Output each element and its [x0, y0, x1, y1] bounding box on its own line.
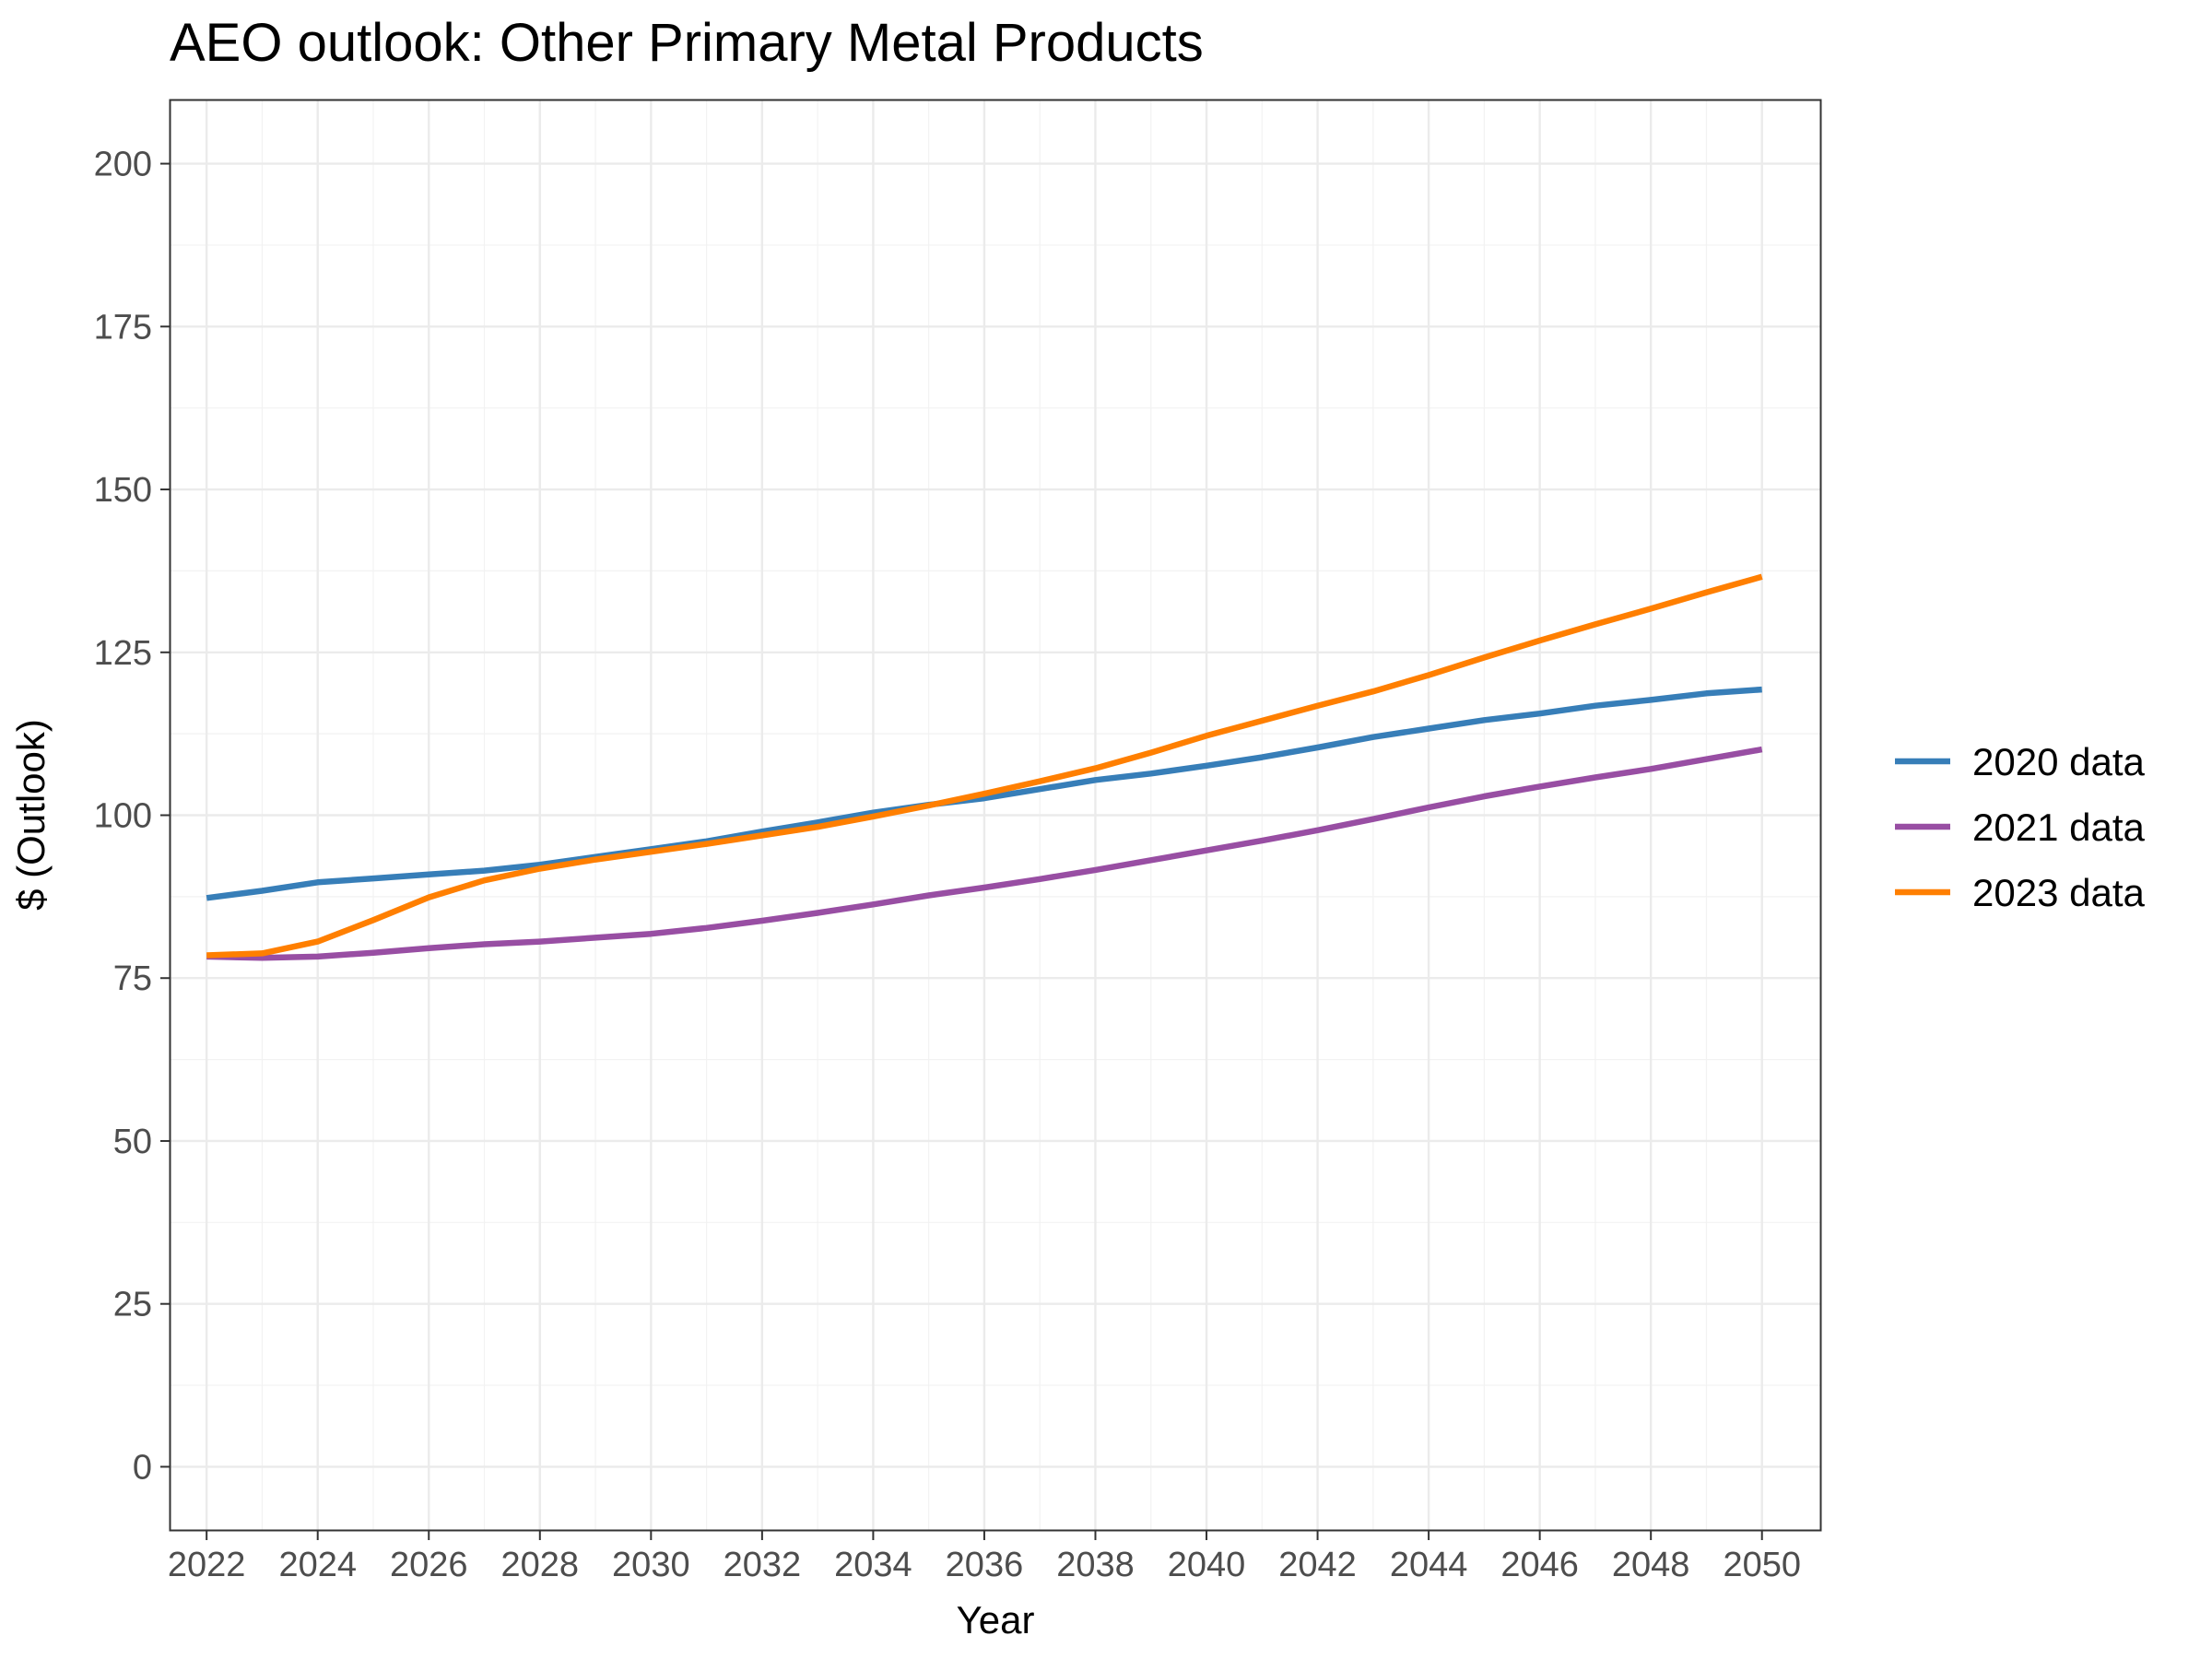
- y-tick-label: 50: [113, 1123, 152, 1161]
- x-tick-label: 2046: [1500, 1546, 1579, 1584]
- y-tick-label: 0: [133, 1448, 152, 1487]
- x-tick-label: 2036: [946, 1546, 1024, 1584]
- y-tick-label: 125: [94, 634, 152, 673]
- y-axis: 0 25 50 75 100 125 150 175 200: [94, 146, 171, 1487]
- y-tick-label: 75: [113, 959, 152, 998]
- x-tick-label: 2026: [390, 1546, 468, 1584]
- x-tick-label: 2024: [278, 1546, 357, 1584]
- x-tick-label: 2022: [168, 1546, 246, 1584]
- y-tick-label: 200: [94, 146, 152, 184]
- chart-title: AEO outlook: Other Primary Metal Product…: [170, 13, 1204, 73]
- y-axis-title: $ (Outlook): [9, 719, 53, 911]
- legend-label-2021-data: 2021 data: [1972, 806, 2145, 849]
- y-tick-label: 100: [94, 797, 152, 836]
- x-tick-label: 2028: [501, 1546, 580, 1584]
- grid-major: [171, 100, 1820, 1530]
- x-tick-label: 2044: [1390, 1546, 1468, 1584]
- x-tick-label: 2032: [724, 1546, 802, 1584]
- legend: 2020 data 2021 data 2023 data: [1895, 740, 2145, 914]
- x-tick-label: 2034: [834, 1546, 912, 1584]
- x-tick-label: 2048: [1612, 1546, 1690, 1584]
- x-tick-label: 2050: [1723, 1546, 1801, 1584]
- series-lines: [206, 573, 1763, 961]
- y-tick-label: 150: [94, 471, 152, 510]
- series-line-2020-data: [206, 686, 1762, 901]
- x-axis: 2022 2024 2026 2028 2030 2032 2034 2036 2038 2040…: [168, 1530, 1801, 1584]
- x-tick-label: 2030: [612, 1546, 690, 1584]
- series-line-2021-data: [206, 746, 1763, 961]
- legend-label-2020-data: 2020 data: [1972, 740, 2145, 783]
- y-tick-label: 175: [94, 308, 152, 347]
- x-tick-label: 2042: [1278, 1546, 1357, 1584]
- y-tick-label: 25: [113, 1286, 152, 1324]
- x-axis-title: Year: [957, 1598, 1035, 1641]
- x-tick-label: 2038: [1056, 1546, 1135, 1584]
- x-tick-label: 2040: [1168, 1546, 1246, 1584]
- legend-label-2023-data: 2023 data: [1972, 871, 2145, 914]
- series-line-2023-data: [206, 573, 1763, 959]
